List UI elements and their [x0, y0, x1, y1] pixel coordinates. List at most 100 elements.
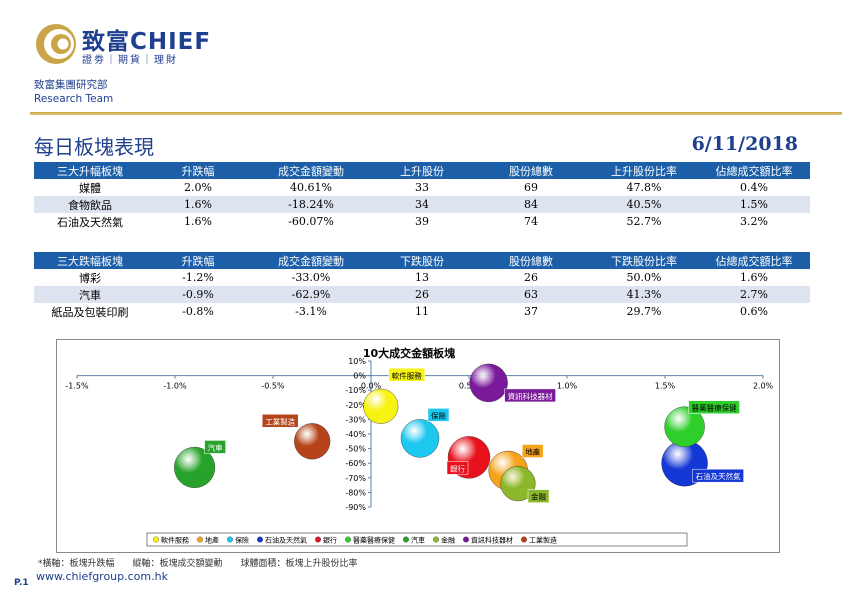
data-label-box	[521, 444, 544, 458]
legend-marker	[521, 536, 527, 543]
table-cell: 3.2%	[740, 215, 768, 228]
data-label-box	[388, 368, 426, 382]
website-link[interactable]: www.chiefgroup.com.hk	[36, 570, 168, 583]
table-cell: -33.0%	[291, 271, 331, 284]
y-tick-label: -30%	[345, 415, 366, 424]
table-cell: 84	[472, 196, 590, 213]
table-cell: 29.7%	[626, 305, 662, 318]
table-row: 食物飲品 1.6% -18.24% 34 84 40.5% 1.5%	[34, 196, 810, 213]
column-header: 三大跌幅板塊	[34, 252, 146, 269]
legend-marker	[227, 536, 233, 543]
x-tick-label: -1.5%	[65, 382, 89, 391]
table-row: 汽車 -0.9% -62.9% 26 63 41.3% 2.7%	[34, 286, 810, 303]
data-label: 資訊科技器材	[508, 391, 553, 401]
table-cell: 52.7%	[626, 215, 662, 228]
legend-label: 醫藥醫療保健	[353, 536, 395, 545]
data-label-box	[692, 468, 744, 483]
table-header-row: 三大升幅板塊 升跌幅 成交金額變動 上升股份 股份總數 上升股份比率 佔總成交額…	[34, 162, 810, 179]
bubble-chart-panel: 10大成交金額板塊 -1.5% -1.0% -0.5% 0.0% 0.5% 1.0% 1.5…	[56, 339, 780, 553]
legend-marker	[403, 536, 409, 543]
sector-name: 媒體	[79, 181, 101, 195]
data-label-box	[688, 400, 740, 414]
data-label: 醫藥醫療保健	[692, 403, 737, 413]
column-header: 下跌股份比率	[590, 252, 698, 269]
top-sectors-table: 三大升幅板塊 升跌幅 成交金額變動 上升股份 股份總數 上升股份比率 佔總成交額…	[34, 162, 810, 230]
report-date: 6/11/2018	[691, 133, 798, 155]
data-label-box	[504, 388, 556, 403]
table-cell: 2.0%	[184, 181, 212, 194]
x-tick-label: 1.5%	[655, 382, 676, 391]
x-tick-label: -1.0%	[163, 382, 187, 391]
table-row: 博彩 -1.2% -33.0% 13 26 50.0% 1.6%	[34, 269, 810, 286]
x-tick-label: 0.0%	[361, 382, 382, 391]
department: 致富集團研究部 Research Team	[34, 78, 113, 106]
table-cell: -18.24%	[250, 196, 372, 213]
sector-name: 食物飲品	[34, 196, 146, 213]
table-cell: 1.6%	[184, 215, 212, 228]
data-label-box	[261, 414, 299, 428]
table-cell: -3.1%	[295, 305, 327, 318]
data-label: 汽車	[208, 442, 223, 452]
page-title: 每日板塊表現	[34, 135, 154, 159]
legend-label: 汽車	[411, 536, 425, 545]
y-tick-label: -60%	[345, 459, 366, 468]
bubble-point	[363, 388, 399, 424]
page-number: P.1	[14, 578, 29, 588]
table-cell: 69	[524, 181, 538, 194]
sector-name: 紙品及包裝印刷	[51, 305, 129, 319]
table-cell: 74	[524, 215, 538, 228]
data-label: 地產	[525, 447, 540, 457]
bubble-chart: 10大成交金額板塊 -1.5% -1.0% -0.5% 0.0% 0.5% 1.0% 1.5…	[65, 346, 774, 547]
y-tick-label: -50%	[345, 445, 366, 454]
table-cell: 2.7%	[698, 286, 810, 303]
table-cell: 33	[415, 181, 429, 194]
column-header: 成交金額變動	[250, 252, 372, 269]
legend-marker	[197, 536, 203, 543]
brand-tagline: 證劵｜期貨｜理財	[82, 55, 178, 66]
table-row: 紙品及包裝印刷 -0.8% -3.1% 11 37 29.7% 0.6%	[34, 303, 810, 320]
table-cell: 34	[372, 196, 472, 213]
legend-marker	[463, 536, 469, 543]
y-tick-label: -70%	[345, 474, 366, 483]
x-tick-label: 2.0%	[753, 382, 774, 391]
sector-name: 博彩	[79, 271, 101, 285]
chief-logo-icon	[36, 24, 76, 64]
table-row: 媒體 2.0% 40.61% 33 69 47.8% 0.4%	[34, 179, 810, 196]
bubble-point	[294, 423, 331, 460]
legend-marker	[433, 536, 439, 543]
chart-title: 10大成交金額板塊	[363, 346, 455, 360]
y-tick-label: -90%	[345, 503, 366, 512]
data-label-box	[527, 489, 550, 503]
x-tick-label: 0.5%	[459, 382, 480, 391]
y-tick-label: -40%	[345, 430, 366, 439]
table-cell: 37	[524, 305, 538, 318]
column-header: 上升股份	[372, 162, 472, 179]
column-header: 股份總數	[472, 252, 590, 269]
column-header: 升跌幅	[146, 252, 250, 269]
column-header: 佔總成交額比率	[698, 252, 810, 269]
y-tick-label: 10%	[348, 357, 366, 366]
header-divider	[30, 112, 842, 115]
legend-marker	[153, 536, 159, 543]
data-label: 保險	[431, 410, 446, 420]
legend-marker	[257, 536, 263, 543]
data-label-box	[446, 461, 469, 475]
legend-label: 資訊科技器材	[471, 536, 513, 545]
data-label: 石油及天然氣	[696, 471, 741, 481]
legend-marker	[315, 536, 321, 543]
table-cell: 63	[472, 286, 590, 303]
table-cell: 40.61%	[290, 181, 332, 194]
legend-label: 工業製造	[529, 536, 557, 545]
table-cell: 41.3%	[590, 286, 698, 303]
data-label: 工業製造	[265, 416, 295, 426]
table-cell: 50.0%	[626, 271, 662, 284]
data-label-box	[427, 408, 450, 422]
data-label: 軟件服務	[392, 370, 422, 380]
y-tick-label: 0%	[353, 372, 366, 381]
bubble-point	[500, 466, 536, 502]
legend-marker	[345, 536, 351, 543]
table-cell: 0.6%	[740, 305, 768, 318]
bubble-point	[664, 406, 705, 447]
table-cell: 13	[415, 271, 429, 284]
sector-name: 汽車	[34, 286, 146, 303]
